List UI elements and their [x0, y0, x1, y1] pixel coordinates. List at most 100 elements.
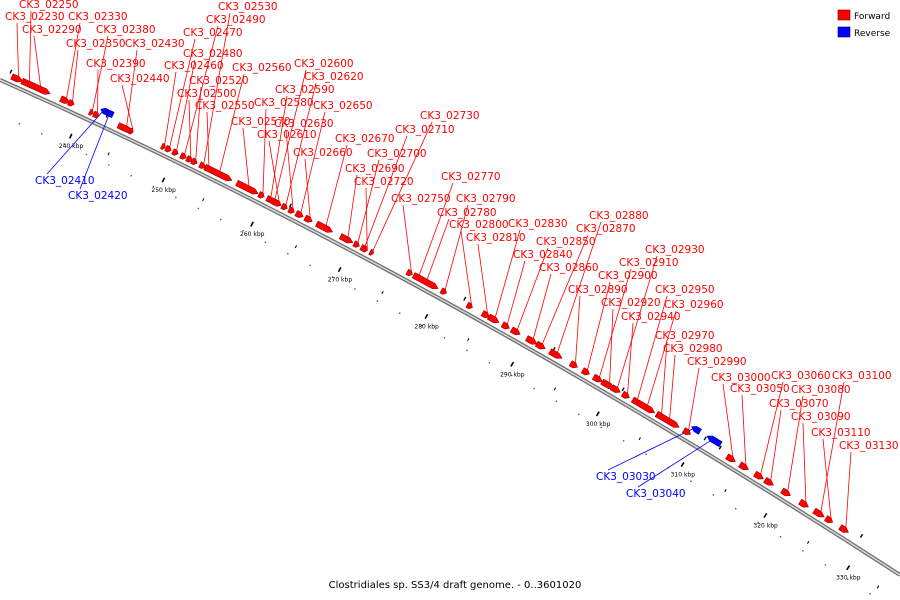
- guide-dot: [331, 276, 334, 279]
- tick-label: 280 kbp: [414, 323, 439, 330]
- leader-line: [169, 38, 196, 147]
- gene-label: CK3_02800: [449, 219, 509, 231]
- gene-arrow: [465, 301, 473, 310]
- leader-line: [300, 111, 326, 213]
- leader-line: [242, 127, 250, 186]
- guide-dot: [869, 593, 871, 595]
- leader-line: [822, 438, 832, 518]
- guide-dot: [824, 564, 827, 566]
- tick-label: 320 kbp: [753, 522, 778, 529]
- guide-dot: [510, 374, 513, 377]
- leader-line: [126, 49, 138, 126]
- leader-line: [770, 409, 782, 480]
- leader-line: [517, 247, 549, 330]
- leader-line: [444, 204, 469, 290]
- minor-tick-mark: [638, 437, 641, 441]
- leader-line: [722, 383, 734, 457]
- gene-arrow: [10, 73, 24, 83]
- leader-line: [16, 22, 19, 77]
- guide-dot: [690, 480, 692, 483]
- genome-backbone: [0, 79, 900, 576]
- gene-label: CK3_02790: [456, 193, 516, 205]
- leader-line: [533, 273, 552, 339]
- leader-line: [760, 381, 784, 474]
- leader-line: [557, 221, 602, 353]
- guide-dot: [421, 324, 423, 327]
- gene-arrow: [534, 340, 546, 350]
- gene-label: CK3_02750: [391, 193, 451, 205]
- gene-arrow: [314, 220, 334, 233]
- gene-arrow: [338, 233, 354, 244]
- gene-label: CK3_03090: [791, 411, 851, 423]
- guide-dot: [734, 507, 737, 510]
- leader-line: [195, 86, 202, 160]
- gene-label: CK3_02290: [22, 24, 82, 36]
- minor-tick-mark: [202, 198, 205, 202]
- gene-arrows: [10, 73, 849, 533]
- guide-dot: [18, 122, 21, 125]
- tick-mark: [595, 411, 600, 417]
- guide-dot: [242, 230, 244, 232]
- leader-line: [637, 295, 668, 400]
- gene-label: CK3_02390: [86, 58, 146, 70]
- tick-label: 300 kbp: [586, 421, 611, 428]
- gene-arrow: [272, 198, 282, 207]
- strand-marker: [463, 296, 467, 301]
- tick-label: 310 kbp: [671, 472, 696, 479]
- tick-label: 260 kbp: [240, 231, 265, 238]
- minor-tick-mark: [876, 585, 880, 589]
- guide-dot: [376, 300, 379, 302]
- guide-dot: [219, 218, 222, 221]
- gene-label: CK3_02250: [19, 0, 79, 11]
- gene-arrow: [257, 191, 265, 199]
- guide-dot: [802, 550, 804, 552]
- gene-label: CK3_03110: [811, 427, 871, 439]
- leader-line: [688, 367, 700, 430]
- leader-lines: [16, 10, 852, 528]
- leader-line: [495, 229, 521, 318]
- gene-label: CK3_02980: [663, 343, 723, 355]
- guide-dot: [555, 400, 558, 403]
- leader-line: [304, 158, 311, 217]
- gene-label: CK3_02690: [345, 163, 405, 175]
- gene-label: CK3_02460: [164, 60, 224, 72]
- gene-arrow: [26, 80, 51, 95]
- gene-label: CK3_02700: [367, 148, 427, 160]
- gene-label: CK3_02850: [536, 236, 596, 248]
- strand-marker: [718, 445, 722, 450]
- leader-line: [617, 255, 658, 388]
- tick-mark: [680, 461, 685, 468]
- gene-arrow: [480, 310, 490, 319]
- tick-label: 330 kbp: [836, 575, 861, 582]
- tick-mark: [424, 313, 429, 319]
- gene-arrow: [838, 524, 849, 533]
- leader-line: [820, 381, 845, 512]
- guide-dot: [600, 426, 602, 429]
- gene-label: CK3_02730: [420, 110, 480, 122]
- gene-arrow: [509, 326, 521, 336]
- leader-line: [262, 108, 267, 193]
- gene-arrow: [185, 155, 193, 163]
- leader-line: [418, 182, 454, 276]
- gene-label: CK3_02630: [274, 118, 334, 130]
- gene-label: CK3_02830: [508, 218, 568, 230]
- legend-reverse-label: Reverse: [854, 29, 891, 39]
- guide-dot: [645, 453, 647, 455]
- gene-label: CK3_02770: [441, 171, 501, 183]
- leader-line: [460, 230, 472, 304]
- guide-dot: [197, 207, 200, 210]
- gene-label: CK3_02570: [231, 116, 291, 128]
- leader-line: [79, 110, 111, 190]
- gene-label: CK3_02950: [655, 284, 715, 296]
- minor-tick-mark: [467, 338, 470, 342]
- leader-line: [188, 99, 192, 157]
- gene-label: CK3_02890: [568, 284, 628, 296]
- leader-line: [669, 354, 676, 419]
- legend-forward-swatch: [837, 9, 851, 21]
- gene-arrow: [303, 214, 313, 223]
- leader-line: [609, 308, 614, 383]
- gene-label: CK3_02430: [125, 38, 185, 50]
- leader-line: [477, 243, 488, 313]
